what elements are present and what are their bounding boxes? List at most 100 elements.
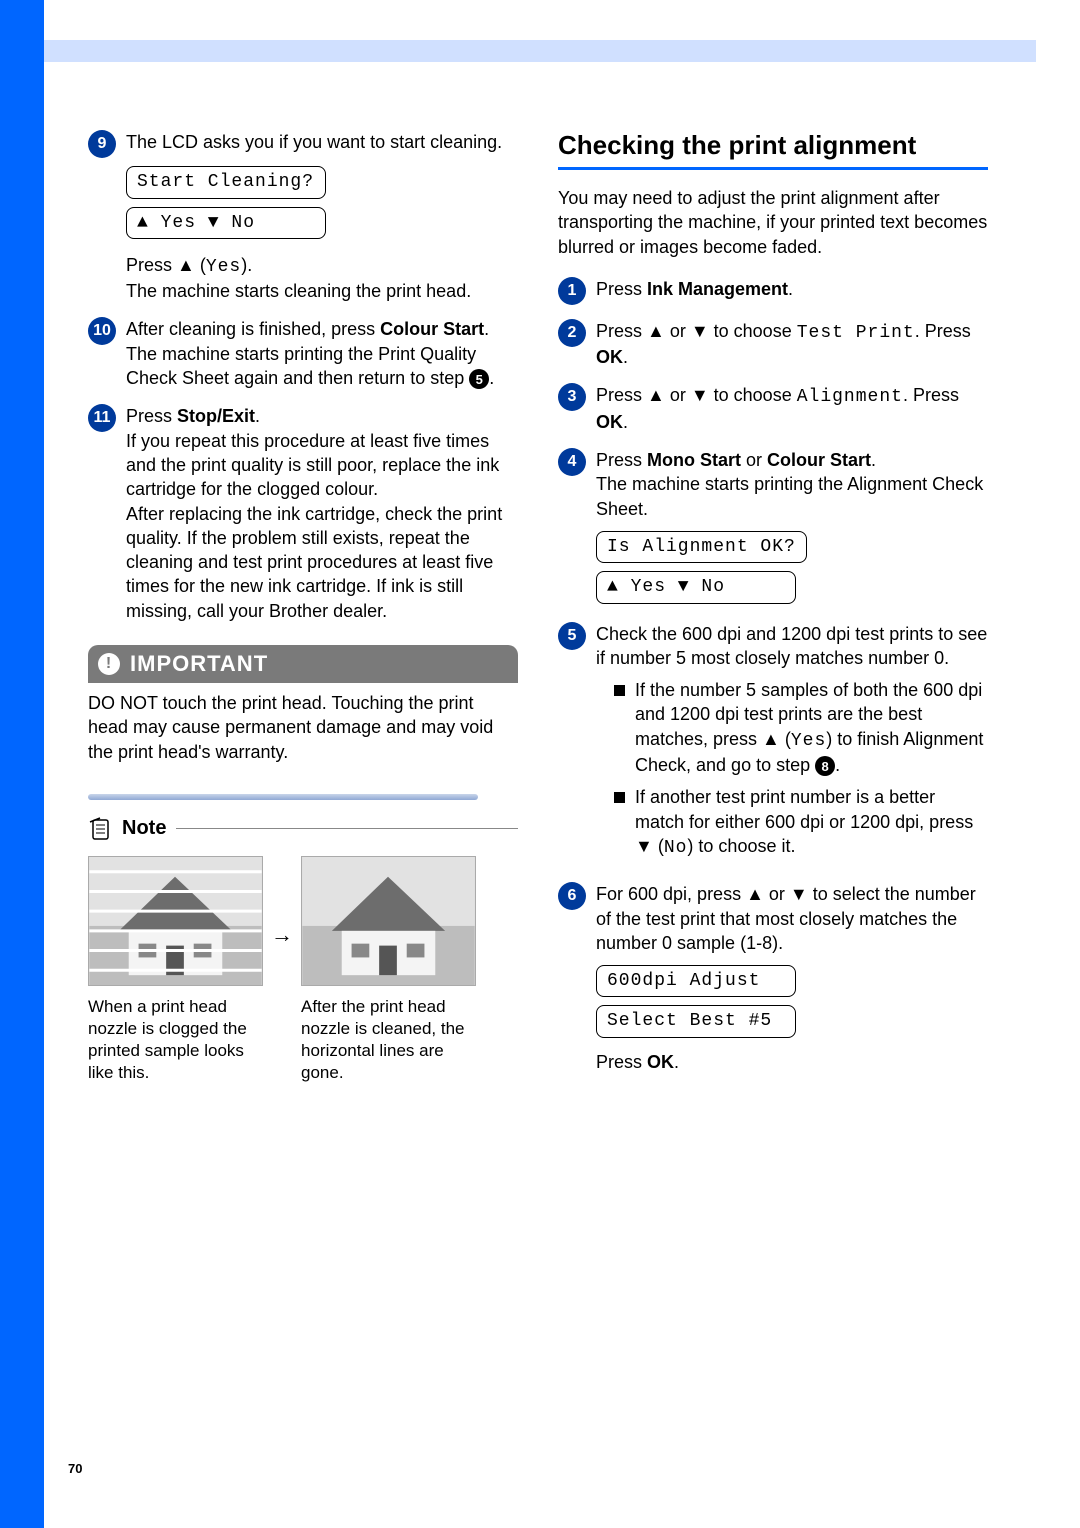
t: . Press: [903, 385, 959, 405]
text: Check the 600 dpi and 1200 dpi test prin…: [596, 622, 988, 671]
lcd-display: 600dpi Adjust: [596, 965, 796, 997]
step-body: For 600 dpi, press ▲ or ▼ to select the …: [596, 882, 988, 1074]
bold: Colour Start: [767, 450, 871, 470]
t: .: [788, 279, 793, 299]
bullet-item: If another test print number is a better…: [614, 785, 988, 860]
side-blue-bar: [0, 0, 44, 1528]
text: The machine starts printing the Print Qu…: [126, 342, 518, 391]
t: or: [741, 450, 767, 470]
bullet-item: If the number 5 samples of both the 600 …: [614, 678, 988, 777]
step-number: 6: [558, 882, 586, 910]
t: The machine starts printing the Print Qu…: [126, 344, 476, 388]
step-5: 5 Check the 600 dpi and 1200 dpi test pr…: [558, 622, 988, 869]
t: .: [623, 347, 628, 367]
text: If the number 5 samples of both the 600 …: [635, 678, 988, 777]
t: ) to choose it.: [687, 836, 795, 856]
important-body: DO NOT touch the print head. Touching th…: [88, 683, 518, 764]
note-examples: When a print head nozzle is clogged the …: [88, 856, 518, 1084]
step-number: 9: [88, 130, 116, 158]
step-10: 10 After cleaning is finished, press Col…: [88, 317, 518, 390]
text: For 600 dpi, press ▲ or ▼ to select the …: [596, 882, 988, 955]
lcd-display: ▲ Yes ▼ No: [596, 571, 796, 603]
t: After cleaning is finished, press: [126, 319, 380, 339]
bold: Stop/Exit: [177, 406, 255, 426]
step-body: Press ▲ or ▼ to choose Test Print. Press…: [596, 319, 988, 370]
text: If you repeat this procedure at least fi…: [126, 429, 518, 502]
t: .: [484, 319, 489, 339]
text: Press ▲ (Yes).: [126, 253, 518, 279]
step-ref-icon: 5: [469, 369, 489, 389]
square-bullet-icon: [614, 685, 625, 696]
t: Press ▲ or ▼ to choose: [596, 321, 797, 341]
t: Press: [596, 1052, 647, 1072]
step-body: Press ▲ or ▼ to choose Alignment. Press …: [596, 383, 988, 434]
divider: [88, 794, 478, 800]
step-body: The LCD asks you if you want to start cl…: [126, 130, 518, 303]
intro-paragraph: You may need to adjust the print alignme…: [558, 186, 988, 259]
step-number: 4: [558, 448, 586, 476]
caption: When a print head nozzle is clogged the …: [88, 996, 263, 1084]
step-ref-icon: 8: [815, 756, 835, 776]
text: The machine starts cleaning the print he…: [126, 279, 518, 303]
step-number: 10: [88, 317, 116, 345]
bold: OK: [596, 347, 623, 367]
lcd-display: Is Alignment OK?: [596, 531, 807, 563]
text: Press Mono Start or Colour Start.: [596, 448, 988, 472]
note-example-before: When a print head nozzle is clogged the …: [88, 856, 263, 1084]
text: After replacing the ink cartridge, check…: [126, 502, 518, 623]
text: The machine starts printing the Alignmen…: [596, 472, 988, 521]
page: 9 The LCD asks you if you want to start …: [0, 0, 1080, 1528]
heading-rule: [558, 167, 988, 170]
t: ).: [241, 255, 252, 275]
important-callout: ! IMPORTANT DO NOT touch the print head.…: [88, 645, 518, 764]
t: .: [835, 755, 840, 775]
mono: No: [664, 838, 688, 858]
t: Press ▲ (: [126, 255, 206, 275]
step-11: 11 Press Stop/Exit. If you repeat this p…: [88, 404, 518, 623]
square-bullet-icon: [614, 792, 625, 803]
section-heading: Checking the print alignment: [558, 130, 988, 161]
step-number: 5: [558, 622, 586, 650]
step-number: 2: [558, 319, 586, 347]
top-blue-band: [44, 40, 1036, 62]
step-body: Press Ink Management.: [596, 277, 988, 301]
exclamation-icon: !: [98, 653, 120, 675]
t: Press ▲ or ▼ to choose: [596, 385, 797, 405]
arrow-icon: →: [271, 922, 293, 948]
text: The LCD asks you if you want to start cl…: [126, 130, 518, 154]
bold: Ink Management: [647, 279, 788, 299]
note-rule: [176, 828, 518, 829]
left-column: 9 The LCD asks you if you want to start …: [88, 130, 518, 1084]
note-title: Note: [122, 817, 166, 840]
lcd-display: Start Cleaning?: [126, 166, 326, 198]
t: Press: [596, 450, 647, 470]
content-area: 9 The LCD asks you if you want to start …: [88, 130, 1020, 1528]
text: After cleaning is finished, press Colour…: [126, 317, 518, 341]
t: .: [623, 412, 628, 432]
page-number: 70: [68, 1461, 82, 1476]
t: Press: [596, 279, 647, 299]
bold: Mono Start: [647, 450, 741, 470]
lcd-display: ▲ Yes ▼ No: [126, 207, 326, 239]
t: . Press: [915, 321, 971, 341]
bold: Colour Start: [380, 319, 484, 339]
text: If another test print number is a better…: [635, 785, 988, 860]
note-example-after: After the print head nozzle is cleaned, …: [301, 856, 476, 1084]
mono: Alignment: [797, 387, 903, 407]
step-4: 4 Press Mono Start or Colour Start. The …: [558, 448, 988, 607]
sample-image-clogged: [88, 856, 263, 986]
mono: Yes: [791, 731, 826, 751]
step-number: 1: [558, 277, 586, 305]
sample-image-clean: [301, 856, 476, 986]
step-3: 3 Press ▲ or ▼ to choose Alignment. Pres…: [558, 383, 988, 434]
step-number: 3: [558, 383, 586, 411]
t: .: [255, 406, 260, 426]
step-number: 11: [88, 404, 116, 432]
step-1: 1 Press Ink Management.: [558, 277, 988, 305]
step-body: Press Mono Start or Colour Start. The ma…: [596, 448, 988, 607]
bold: OK: [647, 1052, 674, 1072]
step-body: After cleaning is finished, press Colour…: [126, 317, 518, 390]
step-body: Check the 600 dpi and 1200 dpi test prin…: [596, 622, 988, 869]
important-title: IMPORTANT: [130, 651, 268, 677]
t: Press: [126, 406, 177, 426]
